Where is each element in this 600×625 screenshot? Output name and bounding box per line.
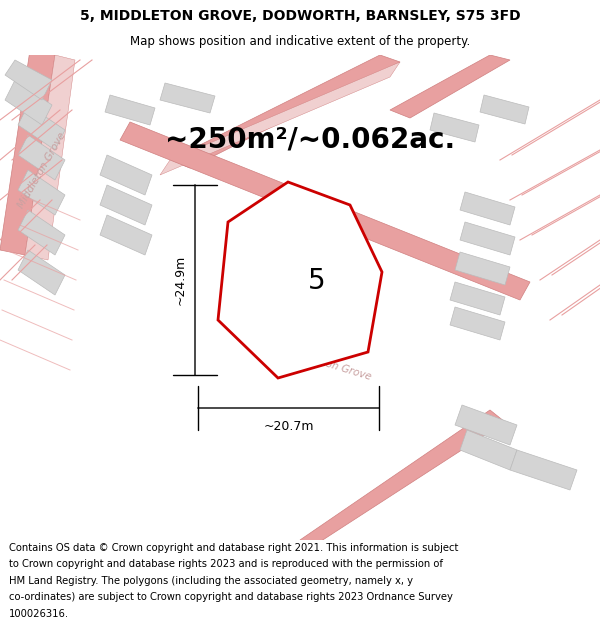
Polygon shape bbox=[460, 222, 515, 255]
Polygon shape bbox=[100, 185, 152, 225]
Polygon shape bbox=[160, 62, 400, 175]
Polygon shape bbox=[100, 215, 152, 255]
Text: to Crown copyright and database rights 2023 and is reproduced with the permissio: to Crown copyright and database rights 2… bbox=[9, 559, 443, 569]
Polygon shape bbox=[170, 55, 400, 168]
Text: ~250m²/~0.062ac.: ~250m²/~0.062ac. bbox=[165, 126, 455, 154]
Polygon shape bbox=[0, 50, 55, 255]
Text: co-ordinates) are subject to Crown copyright and database rights 2023 Ordnance S: co-ordinates) are subject to Crown copyr… bbox=[9, 592, 453, 602]
Polygon shape bbox=[218, 182, 382, 378]
Polygon shape bbox=[455, 405, 517, 445]
Polygon shape bbox=[450, 282, 505, 315]
Polygon shape bbox=[390, 55, 510, 118]
Text: ~24.9m: ~24.9m bbox=[174, 255, 187, 305]
Text: Middleton Grove: Middleton Grove bbox=[16, 131, 68, 209]
Polygon shape bbox=[18, 135, 65, 180]
Text: ~20.7m: ~20.7m bbox=[263, 419, 314, 432]
Polygon shape bbox=[18, 250, 65, 295]
Polygon shape bbox=[5, 80, 52, 125]
Polygon shape bbox=[510, 450, 577, 490]
Polygon shape bbox=[430, 113, 479, 142]
Polygon shape bbox=[460, 192, 515, 225]
Text: 100026316.: 100026316. bbox=[9, 609, 69, 619]
Text: Middleton Grove: Middleton Grove bbox=[287, 348, 373, 382]
Polygon shape bbox=[120, 122, 530, 300]
Polygon shape bbox=[105, 95, 155, 125]
Polygon shape bbox=[160, 83, 215, 113]
Polygon shape bbox=[18, 210, 65, 255]
Polygon shape bbox=[300, 410, 505, 545]
Polygon shape bbox=[5, 60, 52, 100]
Polygon shape bbox=[18, 105, 65, 150]
Polygon shape bbox=[450, 307, 505, 340]
Polygon shape bbox=[25, 55, 75, 260]
Text: 5, MIDDLETON GROVE, DODWORTH, BARNSLEY, S75 3FD: 5, MIDDLETON GROVE, DODWORTH, BARNSLEY, … bbox=[80, 9, 520, 24]
Polygon shape bbox=[480, 95, 529, 124]
Polygon shape bbox=[460, 430, 517, 470]
Text: Map shows position and indicative extent of the property.: Map shows position and indicative extent… bbox=[130, 35, 470, 48]
Polygon shape bbox=[100, 155, 152, 195]
Polygon shape bbox=[455, 252, 510, 285]
Text: Contains OS data © Crown copyright and database right 2021. This information is : Contains OS data © Crown copyright and d… bbox=[9, 542, 458, 552]
Text: HM Land Registry. The polygons (including the associated geometry, namely x, y: HM Land Registry. The polygons (includin… bbox=[9, 576, 413, 586]
Text: 5: 5 bbox=[308, 267, 326, 295]
Polygon shape bbox=[18, 170, 65, 215]
